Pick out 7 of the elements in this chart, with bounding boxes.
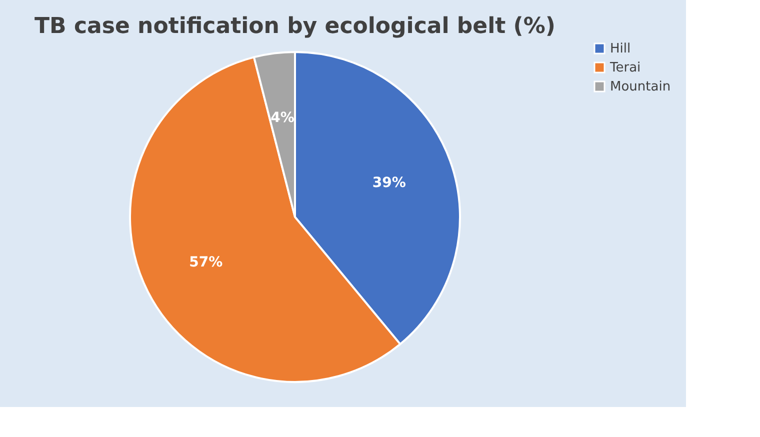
data-label: 57% (189, 254, 223, 270)
legend-label: Mountain (610, 80, 671, 94)
legend-label: Hill (610, 42, 631, 56)
data-label: 4% (270, 110, 294, 126)
data-label: 39% (372, 175, 406, 192)
legend-label: Terai (609, 60, 641, 76)
chart-title: TB case notification by ecological belt (%) (34, 14, 556, 39)
